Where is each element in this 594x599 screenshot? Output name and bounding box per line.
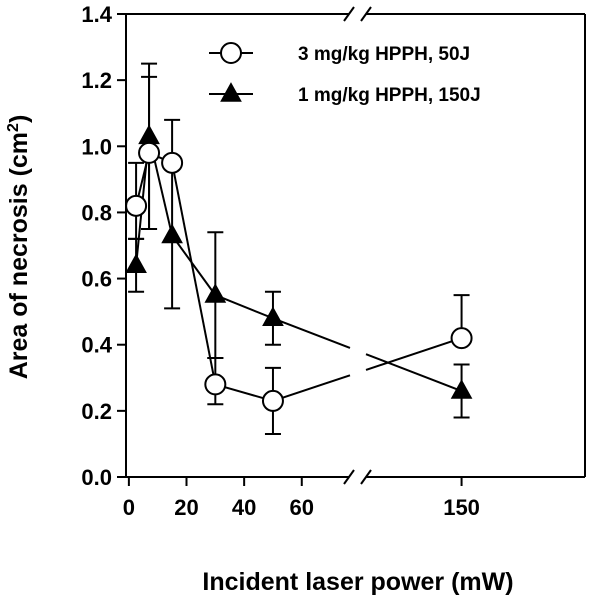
series-2 (125, 62, 473, 419)
plot-area (125, 62, 473, 436)
data-point-triangle (161, 223, 183, 244)
x-tick-label: 20 (174, 495, 198, 520)
y-tick-label: 1.0 (81, 134, 112, 159)
series-line-segment (365, 337, 462, 371)
y-tick-label: 0.4 (81, 333, 112, 358)
y-axis-label-superscript: 2 (5, 123, 22, 132)
y-tick-label: 1.2 (81, 68, 112, 93)
y-axis-label-close: ) (5, 115, 33, 123)
x-axis-label: Incident laser power (mW) (202, 568, 513, 596)
legend-label-series-2: 1 mg/kg HPPH, 150J (298, 85, 481, 106)
data-point-circle (204, 373, 227, 396)
x-tick-label: 60 (290, 495, 314, 520)
legend-label-series-1: 3 mg/kg HPPH, 50J (298, 44, 470, 65)
axis-break-mark (360, 6, 372, 22)
x-tick-label: 150 (443, 495, 480, 520)
y-tick-label: 1.4 (81, 2, 112, 27)
data-point-triangle (450, 379, 473, 399)
y-tick-label: 0.8 (81, 200, 112, 225)
data-point-circle (125, 194, 148, 217)
y-tick-label: 0.6 (81, 267, 112, 292)
axes: 0.0 0.2 0.4 0.6 0.8 1.0 1.2 1.4 0 20 40 60 150 (81, 2, 586, 520)
axis-break-mark (360, 469, 372, 485)
y-axis-label: Area of necrosis (cm2) (5, 115, 33, 380)
x-tick-label: 40 (232, 495, 256, 520)
data-point-circle (261, 389, 284, 412)
series-line-segment (365, 353, 462, 392)
data-point-circle (161, 151, 184, 174)
data-point-circle (220, 42, 242, 64)
series-1 (125, 75, 473, 436)
data-point-triangle (125, 253, 147, 274)
data-point-triangle (262, 306, 284, 326)
y-tick-label: 0.0 (81, 465, 112, 490)
series-line-segment (171, 234, 217, 296)
legend: 3 mg/kg HPPH, 50J 1 mg/kg HPPH, 150J (209, 42, 481, 106)
data-point-circle (138, 141, 161, 164)
axis-break-mark (343, 469, 355, 485)
series-line-segment (171, 162, 217, 385)
y-axis-label-main: Area of necrosis (cm (5, 132, 33, 379)
data-point-circle (450, 327, 473, 350)
series-line-segment (272, 317, 351, 349)
series-line-segment (214, 294, 274, 320)
series-line-segment (272, 374, 351, 402)
data-point-triangle (220, 82, 242, 102)
y-tick-label: 0.2 (81, 399, 112, 424)
data-point-triangle (204, 283, 227, 303)
axis-break-mark (343, 6, 355, 22)
x-tick-label: 0 (123, 495, 135, 520)
